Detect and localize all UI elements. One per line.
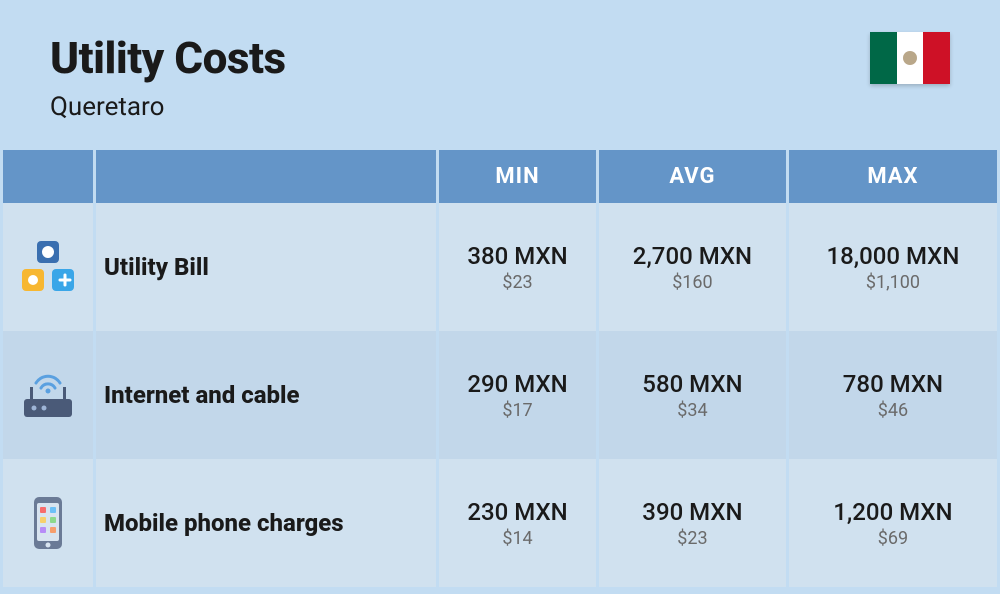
price-usd: $1,100 — [789, 272, 997, 293]
cell-max: 18,000 MXN $1,100 — [789, 203, 997, 331]
price-usd: $160 — [599, 272, 786, 293]
price-usd: $14 — [439, 528, 596, 549]
utility-costs-table: MIN AVG MAX — [0, 150, 1000, 587]
price-mxn: 580 MXN — [599, 370, 786, 398]
table-row: Utility Bill 380 MXN $23 2,700 MXN $160 … — [3, 203, 997, 331]
router-icon — [16, 363, 80, 427]
price-mxn: 380 MXN — [439, 242, 596, 270]
table-row: Internet and cable 290 MXN $17 580 MXN $… — [3, 331, 997, 459]
price-usd: $23 — [599, 528, 786, 549]
utility-icon — [16, 235, 80, 299]
price-usd: $46 — [789, 400, 997, 421]
row-name-label: Utility Bill — [96, 253, 436, 281]
cell-name: Internet and cable — [96, 331, 436, 459]
cell-icon — [3, 203, 93, 331]
cell-name: Mobile phone charges — [96, 459, 436, 587]
price-usd: $34 — [599, 400, 786, 421]
cell-min: 380 MXN $23 — [439, 203, 596, 331]
table-header-row: MIN AVG MAX — [3, 150, 997, 203]
price-mxn: 18,000 MXN — [789, 242, 997, 270]
header: Utility Costs Queretaro — [0, 0, 1000, 150]
price-mxn: 390 MXN — [599, 498, 786, 526]
price-mxn: 230 MXN — [439, 498, 596, 526]
country-flag-mexico — [870, 32, 950, 84]
cell-max: 1,200 MXN $69 — [789, 459, 997, 587]
flag-stripe-red — [923, 32, 950, 84]
flag-stripe-green — [870, 32, 897, 84]
cell-icon — [3, 459, 93, 587]
cell-min: 230 MXN $14 — [439, 459, 596, 587]
cell-avg: 390 MXN $23 — [599, 459, 786, 587]
flag-stripe-white — [897, 32, 924, 84]
page-subtitle: Queretaro — [50, 92, 950, 122]
price-mxn: 1,200 MXN — [789, 498, 997, 526]
page-title: Utility Costs — [50, 32, 950, 84]
cell-icon — [3, 331, 93, 459]
phone-icon — [16, 491, 80, 555]
table-row: Mobile phone charges 230 MXN $14 390 MXN… — [3, 459, 997, 587]
col-header-min: MIN — [439, 150, 596, 203]
col-header-max: MAX — [789, 150, 997, 203]
col-header-blank-icon — [3, 150, 93, 203]
price-usd: $69 — [789, 528, 997, 549]
price-usd: $23 — [439, 272, 596, 293]
cell-min: 290 MXN $17 — [439, 331, 596, 459]
flag-emblem — [903, 51, 917, 65]
cell-avg: 2,700 MXN $160 — [599, 203, 786, 331]
col-header-avg: AVG — [599, 150, 786, 203]
row-name-label: Internet and cable — [96, 381, 436, 409]
price-usd: $17 — [439, 400, 596, 421]
row-name-label: Mobile phone charges — [96, 509, 436, 537]
price-mxn: 780 MXN — [789, 370, 997, 398]
price-mxn: 2,700 MXN — [599, 242, 786, 270]
price-mxn: 290 MXN — [439, 370, 596, 398]
cell-max: 780 MXN $46 — [789, 331, 997, 459]
col-header-blank-name — [96, 150, 436, 203]
cell-avg: 580 MXN $34 — [599, 331, 786, 459]
cell-name: Utility Bill — [96, 203, 436, 331]
